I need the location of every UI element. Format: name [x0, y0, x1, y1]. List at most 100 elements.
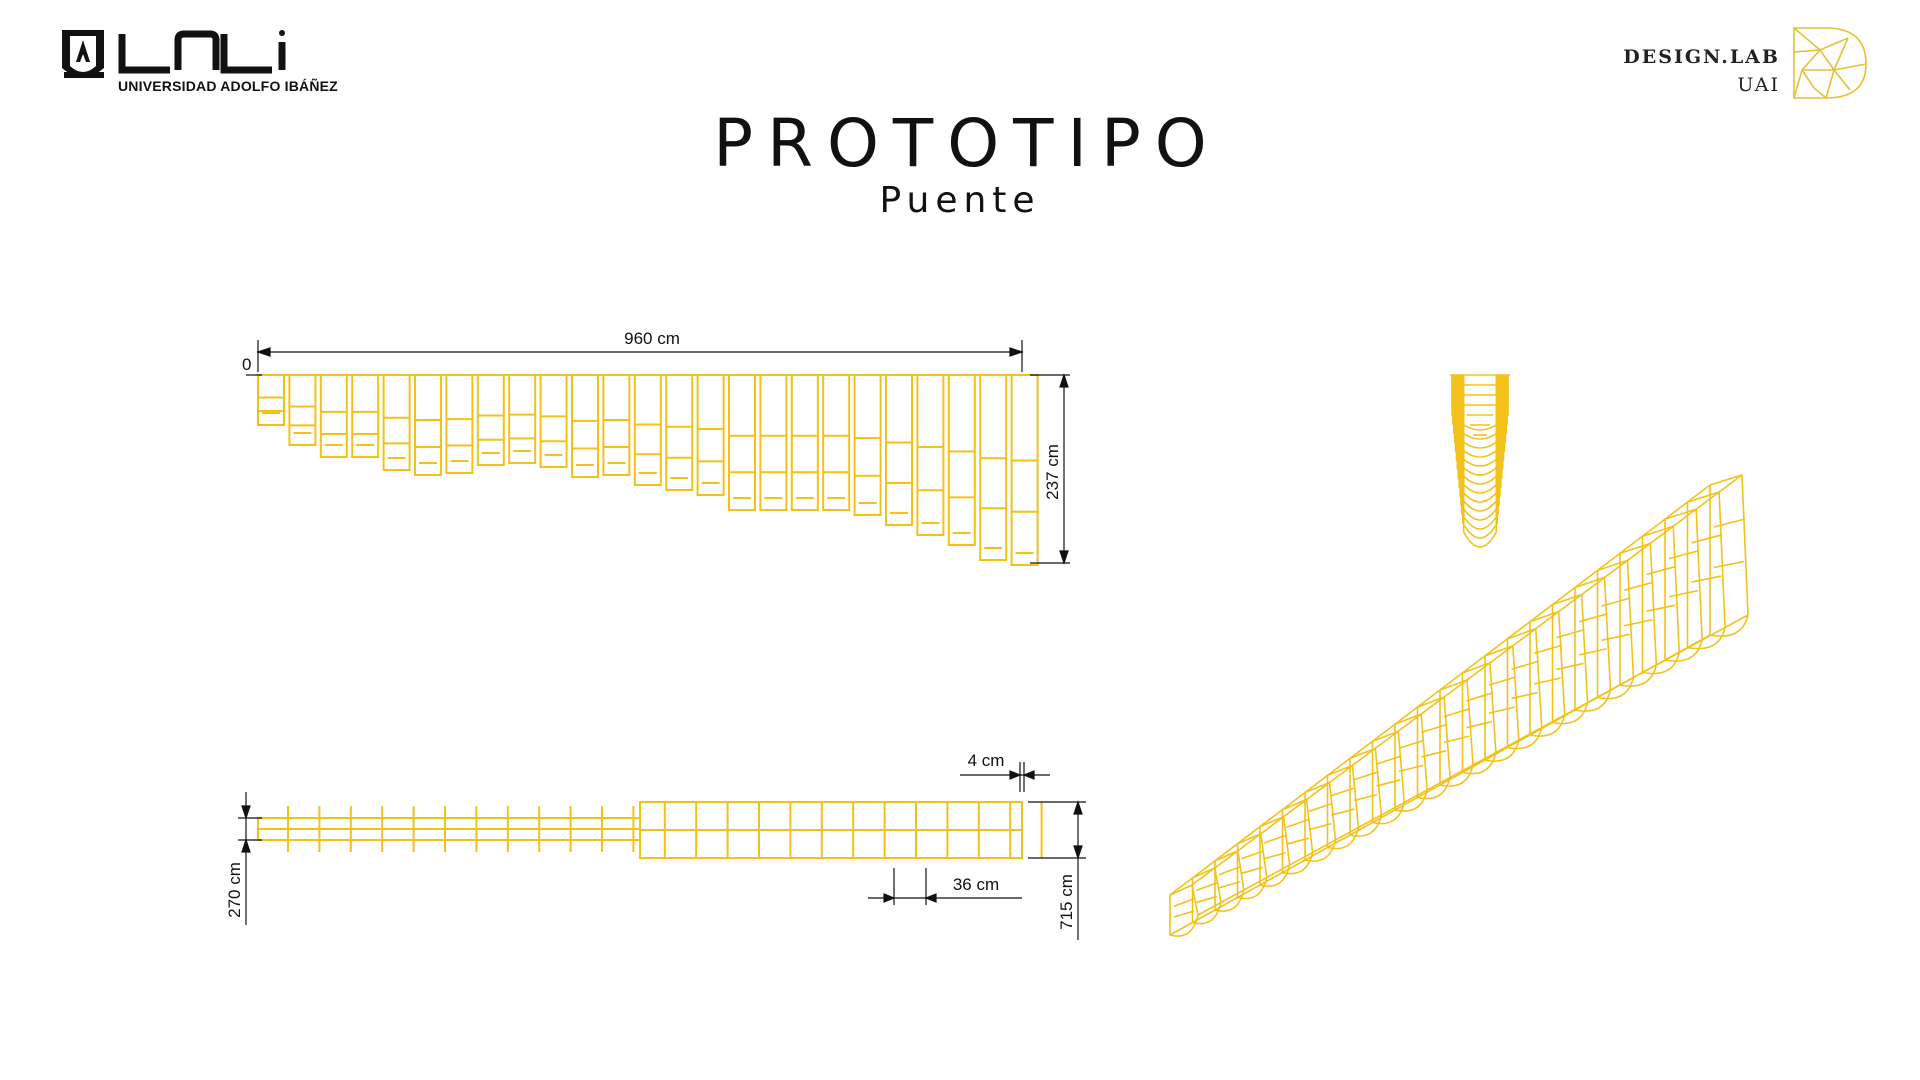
elevation-rib	[319, 374, 348, 458]
iso-rib	[1709, 473, 1749, 637]
front-view	[1450, 374, 1510, 548]
dimension-width-min-label: 270 cm	[225, 862, 244, 918]
iso-rib-rung	[1331, 808, 1355, 816]
iso-rib	[1551, 593, 1589, 725]
iso-rib-rung	[1443, 707, 1471, 718]
isometric-view	[1169, 473, 1749, 937]
elevation-rib	[759, 374, 788, 511]
iso-rib	[1349, 747, 1383, 837]
iso-rib	[1326, 764, 1360, 850]
design-lab-name: DESIGN.LAB	[1623, 46, 1780, 68]
iso-rib	[1439, 678, 1474, 787]
iso-rib-rung	[1578, 613, 1608, 623]
dimension-height-label: 237 cm	[1043, 444, 1062, 500]
iso-rib	[1619, 542, 1658, 687]
iso-rib-rung	[1173, 897, 1196, 907]
design-lab-sub: UAI	[1737, 74, 1780, 96]
iso-rib-rung	[1466, 692, 1494, 702]
iso-rib	[1529, 610, 1566, 737]
iso-rib-rung	[1668, 589, 1699, 598]
iso-rib-rung	[1466, 720, 1493, 729]
iso-rib-rung	[1533, 644, 1562, 655]
front-rib-profile	[1460, 375, 1500, 521]
dimension-lines	[238, 340, 1086, 940]
iso-rib-rung	[1488, 676, 1517, 686]
dimension-rib-thickness-label: 4 cm	[968, 751, 1005, 770]
dimension-rib-spacing-label: 36 cm	[953, 875, 999, 894]
front-rib-profile	[1457, 375, 1503, 494]
elevation-rib	[853, 374, 882, 516]
elevation-rib	[665, 374, 694, 491]
iso-rib-rung	[1421, 750, 1447, 758]
iso-rib	[1304, 781, 1337, 862]
side-elevation-view	[257, 374, 1039, 566]
dimension-width-max-label: 715 cm	[1057, 874, 1076, 930]
iso-rib-rung	[1511, 691, 1538, 700]
iso-rib-rung	[1668, 549, 1700, 560]
iso-rib-rung	[1353, 793, 1378, 802]
iso-rib	[1664, 508, 1703, 662]
elevation-rib	[476, 374, 505, 466]
iso-rib-rung	[1376, 779, 1401, 787]
elevation-rib	[1010, 374, 1039, 566]
iso-rib-rung	[1488, 706, 1516, 714]
iso-rib-rung	[1623, 618, 1653, 627]
front-rib-profile	[1458, 375, 1502, 503]
iso-rib-rung	[1331, 786, 1356, 797]
iso-rib-rung	[1511, 660, 1539, 670]
iso-rib	[1416, 695, 1451, 800]
iso-rib	[1214, 849, 1245, 912]
elevation-rib	[445, 374, 474, 474]
university-name: UNIVERSIDAD ADOLFO IBÁÑEZ	[118, 78, 338, 94]
iso-rib-rung	[1443, 735, 1470, 744]
front-rib-profile	[1459, 375, 1501, 512]
iso-rib-rung	[1713, 560, 1745, 569]
iso-rib-rung	[1713, 518, 1746, 528]
iso-rib-rung	[1398, 764, 1424, 773]
elevation-rib	[979, 374, 1008, 561]
iso-rib	[1484, 644, 1520, 762]
iso-rib-rung	[1623, 581, 1654, 591]
iso-rib-rung	[1556, 662, 1584, 671]
uai-crest-icon	[62, 30, 104, 78]
elevation-rib	[885, 374, 913, 526]
iso-rib-rung	[1353, 771, 1379, 781]
plan-view	[257, 801, 1043, 859]
iso-rib-rung	[1308, 802, 1333, 813]
iso-rib-rung	[1646, 565, 1677, 576]
design-lab-d-icon	[1793, 27, 1867, 99]
iso-rib-rung	[1398, 739, 1425, 749]
iso-deck-edge	[1197, 614, 1749, 916]
iso-rib-rung	[1556, 628, 1585, 639]
front-rib-profile	[1461, 375, 1499, 530]
iso-rib	[1371, 730, 1406, 825]
iso-top-chord	[1191, 474, 1743, 886]
elevation-rib	[351, 374, 380, 458]
iso-rib	[1461, 661, 1497, 775]
iso-top-chord	[1169, 484, 1711, 896]
iso-rib-rung	[1421, 723, 1448, 734]
iso-rib-rung	[1533, 677, 1561, 685]
dimension-length-label: 960 cm	[624, 329, 680, 348]
iso-rib	[1191, 866, 1222, 925]
iso-rib	[1259, 815, 1291, 887]
elevation-rib	[633, 374, 662, 486]
page-title: PROTOTIPO	[713, 105, 1221, 182]
elevation-rib	[947, 374, 976, 546]
iso-rib	[1686, 491, 1726, 650]
elevation-rib	[822, 374, 851, 511]
elevation-rib	[539, 374, 568, 468]
iso-rib-rung	[1173, 910, 1195, 918]
iso-rib-rung	[1376, 755, 1402, 765]
iso-rib-rung	[1691, 534, 1723, 544]
elevation-rib	[696, 374, 725, 496]
iso-rib	[1394, 713, 1428, 812]
iso-rib	[1574, 576, 1612, 712]
elevation-rib	[508, 374, 537, 464]
elevation-rib	[916, 374, 945, 536]
iso-rib-rung	[1286, 818, 1310, 828]
iso-rib	[1641, 525, 1681, 675]
elevation-rib	[790, 374, 819, 511]
elevation-rib	[382, 374, 411, 471]
